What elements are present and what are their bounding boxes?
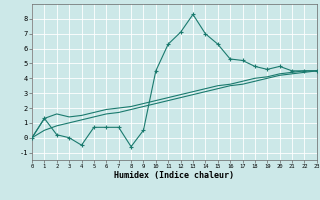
X-axis label: Humidex (Indice chaleur): Humidex (Indice chaleur) xyxy=(115,171,234,180)
